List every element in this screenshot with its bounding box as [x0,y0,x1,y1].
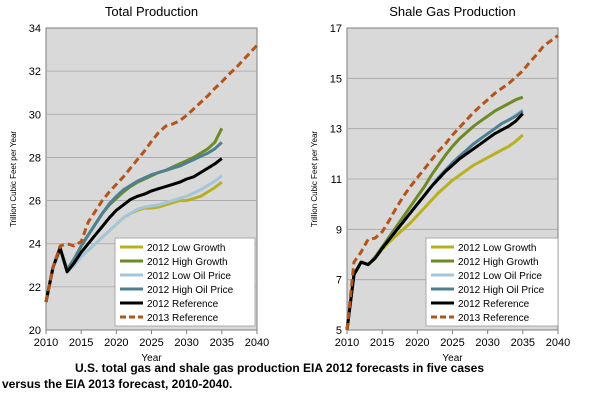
legend-label: 2012 High Oil Price [147,285,234,296]
y-tick-label: 22 [29,282,41,294]
legend-label: 2012 Low Oil Price [147,271,231,282]
y-tick-label: 11 [331,174,342,186]
shale-gas-production-chart: 5 7 9 11 13 15 17 2010 2015 2020 2025 2030 2035 2040 S… [310,4,570,364]
x-tick-label: 2015 [370,337,394,349]
legend: 2012 Low Growth 2012 High Growth 2012 Low … [425,237,559,327]
y-tick-label: 24 [29,239,41,251]
y-axis-label: Trillion Cubic Feet per Year [310,131,319,228]
x-tick-label: 2025 [440,337,464,349]
y-tick-label: 26 [29,196,41,208]
legend-label: 2012 High Growth [147,257,228,268]
x-tick-label: 2040 [245,337,269,349]
x-tick-label: 2010 [335,337,359,349]
y-tick-label: 7 [336,275,342,287]
y-tick-label: 5 [336,325,342,337]
y-tick-label: 17 [330,23,342,35]
x-tick-label: 2020 [405,337,429,349]
series-line-2012-reference [345,112,524,331]
x-axis-label: Year [141,353,162,364]
legend-label: 2012 High Oil Price [458,285,545,296]
caption-line-2: versus the EIA 2013 forecast, 2010-2040. [2,377,233,391]
total-production-chart: 20 22 24 26 28 30 32 34 2010 2015 2020 2025 2030 2035… [9,4,269,364]
x-tick-label: 2040 [546,337,570,349]
y-tick-label: 28 [29,152,41,164]
x-tick-label: 2010 [34,337,58,349]
series-line-2013-reference [345,34,559,331]
caption-line-1: U.S. total gas and shale gas production … [75,361,485,375]
x-axis-label: Year [442,353,463,364]
legend-label: 2012 Low Oil Price [458,271,542,282]
legend-label: 2012 Reference [147,299,219,310]
chart-title: Total Production [105,4,198,19]
figure-caption: U.S. total gas and shale gas production … [0,360,600,392]
x-tick-label: 2035 [210,337,234,349]
x-tick-label: 2015 [69,337,93,349]
legend-box [114,237,256,327]
y-tick-label: 30 [29,109,41,121]
legend-label: 2013 Reference [147,313,219,324]
series-line-2012-high-oil-price [44,141,223,303]
legend-label: 2012 Low Growth [458,243,536,254]
series-line-2013-reference [44,44,259,303]
x-tick-label: 2030 [174,337,198,349]
y-axis-label: Trillion Cubic Feet per Year [9,131,18,228]
y-tick-label: 9 [336,224,342,236]
y-tick-label: 20 [29,325,41,337]
chart-title: Shale Gas Production [389,4,515,19]
y-tick-label: 13 [330,124,342,136]
legend-label: 2013 Reference [458,313,530,324]
legend: 2012 Low Growth 2012 High Growth 2012 Low … [114,237,256,327]
y-tick-label: 32 [29,66,41,78]
x-tick-label: 2030 [475,337,499,349]
x-tick-label: 2035 [511,337,535,349]
legend-label: 2012 Low Growth [147,243,225,254]
legend-box [425,237,559,327]
x-tick-label: 2020 [104,337,128,349]
legend-label: 2012 Reference [458,299,530,310]
series-line-2012-reference [44,157,223,303]
y-tick-label: 15 [330,73,342,85]
legend-label: 2012 High Growth [458,257,539,268]
y-tick-label: 34 [29,23,41,35]
x-tick-label: 2025 [139,337,163,349]
